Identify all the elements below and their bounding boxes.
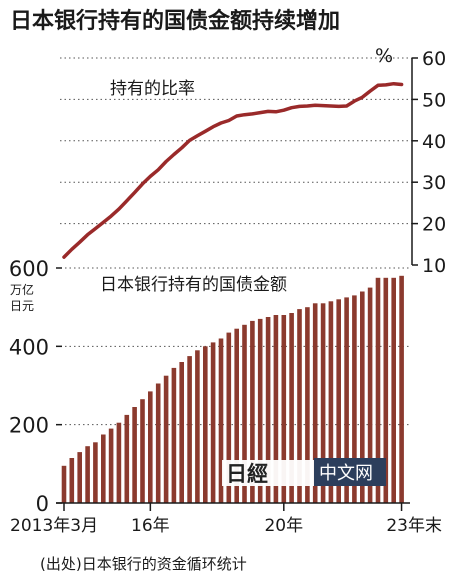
ratio-tick-label: 50 (422, 89, 446, 111)
amount-bar (148, 391, 153, 503)
amount-bar (360, 291, 365, 503)
amount-bar (281, 315, 287, 503)
amount-bar (179, 362, 184, 503)
amount-bar (155, 383, 161, 503)
amount-bar (195, 350, 200, 504)
amount-bar (171, 367, 177, 503)
ratio-unit-label: % (375, 45, 393, 67)
amount-bar (187, 356, 192, 503)
watermark: 日經 中文网 (222, 458, 386, 486)
amount-bar (218, 338, 224, 503)
amount-bar (352, 295, 357, 503)
ratio-tick-label: 20 (422, 214, 446, 236)
amount-bar (312, 303, 318, 504)
amount-tick-label: 200 (9, 414, 49, 438)
watermark-text: 中文网 (319, 463, 373, 484)
ratio-axis: 10 20 30 40 50 60 (411, 48, 446, 277)
amount-bar (124, 414, 130, 503)
amount-bar (367, 287, 373, 503)
amount-bar (344, 297, 349, 503)
ratio-tick-label: 10 (422, 255, 446, 277)
amount-bar (289, 313, 294, 503)
amount-tick-label: 0 (36, 492, 49, 516)
amount-bar (226, 332, 232, 503)
amount-bar (328, 301, 334, 503)
amount-bar (61, 465, 67, 503)
watermark-logo: 日經 (226, 461, 268, 486)
amount-bar (273, 315, 279, 503)
amount-bar (132, 407, 137, 503)
amount-bar (116, 422, 122, 503)
amount-tick-label: 400 (9, 335, 49, 359)
amount-bar (257, 318, 263, 503)
amount-bars (61, 275, 404, 504)
amount-bar (383, 277, 389, 503)
amount-bar (242, 324, 247, 503)
x-tick-label: 16年 (131, 516, 170, 536)
amount-tick-label: 600 (9, 257, 49, 281)
amount-unit-label-1: 万亿 (10, 282, 34, 297)
watermark-text-box (314, 458, 386, 486)
amount-axis: 0 200 400 600 (9, 257, 62, 516)
ratio-grid (60, 57, 412, 225)
amount-grid (56, 267, 410, 426)
amount-bar (203, 346, 208, 503)
x-tick-label: 2013年3月 (10, 516, 98, 536)
amount-bar (305, 307, 310, 503)
ratio-series-label: 持有的比率 (110, 79, 195, 99)
amount-bar (93, 442, 98, 503)
amount-bar (210, 342, 216, 503)
amount-bar (140, 399, 145, 503)
ratio-tick-label: 40 (422, 131, 446, 153)
amount-bar (265, 317, 271, 503)
ratio-tick-label: 30 (422, 172, 446, 194)
amount-bar (163, 375, 169, 503)
amount-bar (234, 328, 239, 503)
amount-bar (85, 446, 90, 503)
x-tick-label: 20年 (264, 516, 303, 536)
amount-bar (108, 428, 114, 503)
amount-bar (375, 277, 381, 503)
watermark-logo-box (222, 460, 314, 486)
amount-bar (320, 303, 326, 504)
source-note: (出处)日本银行的资金循环统计 (40, 555, 247, 573)
amount-bar (77, 452, 82, 503)
x-tick-label: 23年末 (386, 516, 442, 536)
amount-bar (399, 275, 404, 503)
amount-bar (250, 320, 255, 503)
x-ticks: 2013年3月 16年 20年 23年末 (10, 503, 442, 536)
amount-bar (391, 277, 396, 503)
ratio-line (62, 81, 404, 259)
amount-series-label: 日本银行持有的国债金额 (100, 275, 287, 295)
amount-bar (69, 458, 75, 503)
amount-bar (336, 299, 341, 503)
ratio-tick-label: 60 (422, 48, 446, 70)
amount-bar (101, 434, 106, 503)
amount-bar (297, 309, 302, 503)
ratio-panel: 10 20 30 40 50 60 % 持有的比率 (60, 45, 446, 277)
chart-title: 日本银行持有的国债金额持续增加 (10, 8, 340, 34)
amount-unit-label-2: 日元 (10, 299, 34, 313)
